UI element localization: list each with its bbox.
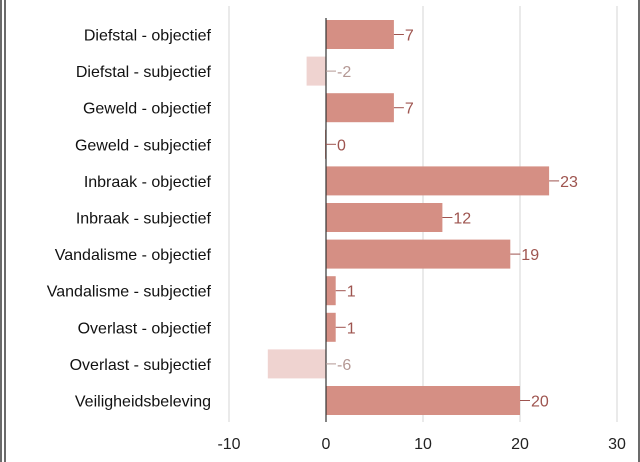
frame-border-left-inner (4, 0, 6, 462)
category-label-10: Veiligheidsbeleving (75, 394, 211, 411)
category-label-3: Geweld - subjectief (75, 137, 212, 154)
leader-lines (326, 34, 560, 401)
category-label-4: Inbraak - objectief (84, 174, 212, 191)
bar-2 (326, 93, 394, 123)
x-tick-label-4: 30 (608, 436, 626, 453)
bar-4 (326, 166, 550, 196)
bar-0 (326, 20, 394, 49)
value-label-6: 19 (521, 247, 539, 264)
x-tick-label-1: 0 (322, 436, 331, 453)
value-label-10: 20 (531, 394, 549, 411)
bar-6 (326, 239, 511, 269)
category-label-9: Overlast - subjectief (70, 357, 212, 374)
bar-5 (326, 203, 443, 232)
x-tick-labels: -10 0 10 20 30 (217, 436, 626, 453)
value-label-9: -6 (337, 357, 351, 374)
frame-border-left (0, 0, 2, 462)
x-tick-label-3: 20 (511, 436, 529, 453)
category-labels: Diefstal - objectief Diefstal - subjectie… (47, 28, 212, 411)
bar-10 (326, 386, 520, 415)
value-label-1: -2 (337, 64, 351, 81)
bar-8 (326, 312, 336, 342)
bar-1 (306, 56, 326, 86)
bars (267, 20, 550, 415)
category-label-1: Diefstal - subjectief (76, 64, 212, 81)
x-tick-label-2: 10 (414, 436, 432, 453)
category-label-5: Inbraak - subjectief (76, 211, 212, 228)
category-label-7: Vandalisme - subjectief (47, 284, 212, 301)
value-label-0: 7 (405, 28, 414, 45)
category-label-6: Vandalisme - objectief (55, 247, 212, 264)
bar-9 (267, 349, 326, 379)
value-label-3: 0 (337, 137, 346, 154)
value-label-7: 1 (347, 284, 356, 301)
bar-7 (326, 276, 336, 306)
value-label-4: 23 (560, 174, 578, 191)
category-label-2: Geweld - objectief (83, 101, 212, 118)
frame-border-right (638, 0, 640, 462)
category-label-8: Overlast - objectief (78, 320, 212, 337)
x-tick-label-0: -10 (217, 436, 240, 453)
value-label-5: 12 (453, 211, 471, 228)
value-label-8: 1 (347, 320, 356, 337)
value-label-2: 7 (405, 101, 414, 118)
value-labels: 7 -2 7 0 23 12 19 1 1 -6 20 (337, 28, 578, 411)
category-label-0: Diefstal - objectief (84, 28, 212, 45)
